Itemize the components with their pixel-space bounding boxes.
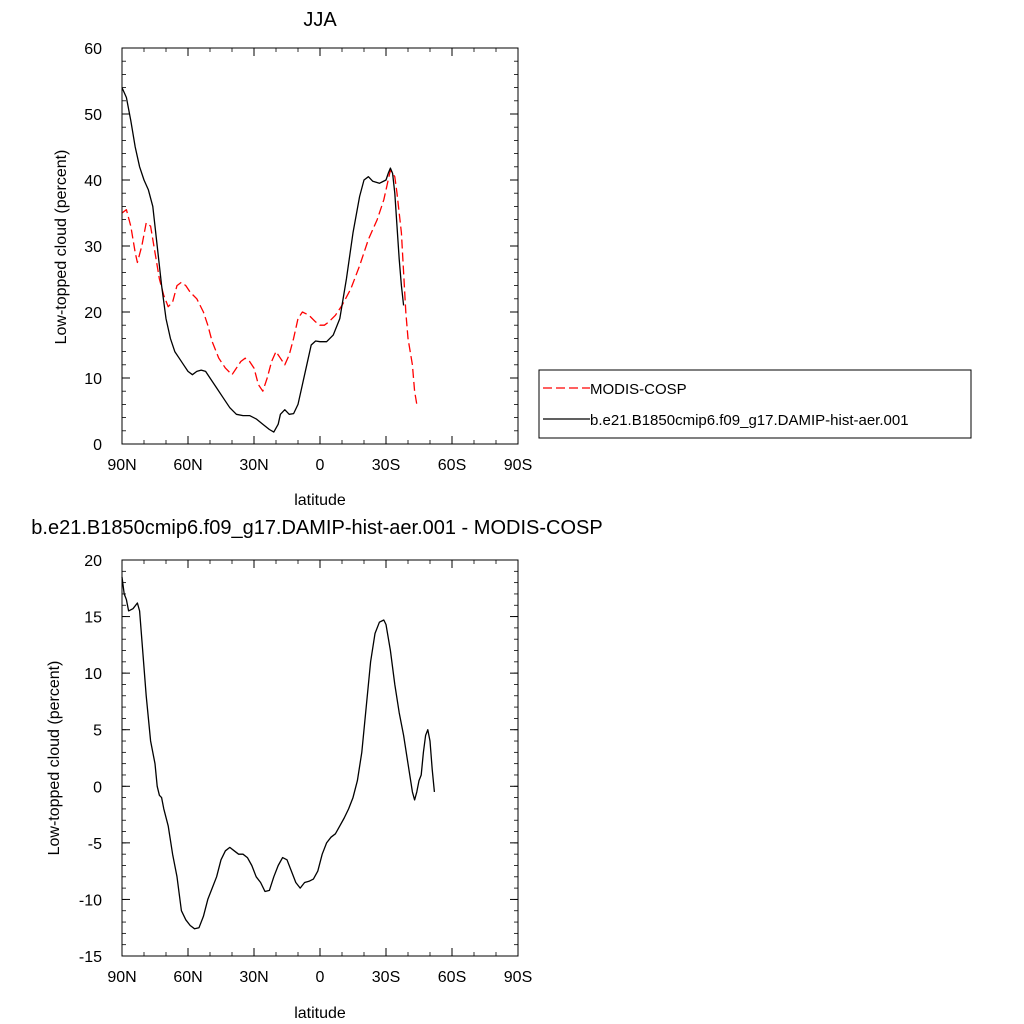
top-series-line-1 [121,87,405,433]
bottom-ytick-label: -10 [79,892,102,909]
legend-label-model: b.e21.B1850cmip6.f09_g17.DAMIP-hist-aer.… [590,412,909,429]
top-ytick-label: 40 [84,173,102,190]
top-xtick-label: 60N [173,457,202,474]
legend: MODIS-COSP b.e21.B1850cmip6.f09_g17.DAMI… [538,369,972,439]
bottom-title: b.e21.B1850cmip6.f09_g17.DAMIP-hist-aer.… [31,517,602,539]
top-axes-ticks: 90N 60N 30N 0 30S 60S 90S 0 10 20 30 40 50 60 [84,41,532,474]
top-ytick-label: 10 [84,371,102,388]
bottom-ytick-label: 10 [84,666,102,683]
legend-label-modis: MODIS-COSP [590,381,687,398]
bottom-ytick-label: 15 [84,610,102,627]
bottom-ytick-label: 5 [93,723,102,740]
bottom-ytick-label: 0 [93,779,102,796]
bottom-xtick-label: 90N [107,969,136,986]
top-xtick-label: 30N [239,457,268,474]
top-ytick-label: 50 [84,107,102,124]
top-series-lines [121,87,418,433]
bottom-series-lines [121,576,436,930]
bottom-xtick-label: 30S [372,969,400,986]
bottom-ylabel: Low-topped cloud (percent) [46,661,63,856]
top-xtick-label: 30S [372,457,400,474]
top-plot-frame [121,47,519,445]
bottom-panel: b.e21.B1850cmip6.f09_g17.DAMIP-hist-aer.… [31,517,602,1022]
bottom-xlabel: latitude [294,1005,346,1022]
bottom-axes-ticks: 90N 60N 30N 0 30S 60S 90S -15 -10 -5 0 5 10 15 20 [79,553,532,986]
top-xtick-label: 90N [107,457,136,474]
top-xtick-label: 90S [504,457,532,474]
top-ytick-label: 60 [84,41,102,58]
top-ytick-label: 30 [84,239,102,256]
top-xtick-label: 60S [438,457,466,474]
bottom-xtick-label: 30N [239,969,268,986]
bottom-ytick-label: 20 [84,553,102,570]
bottom-xtick-label: 60S [438,969,466,986]
bottom-xtick-label: 90S [504,969,532,986]
top-panel: JJA Low-topped cloud (percent) latitude … [53,9,532,509]
legend-box [538,369,972,439]
top-xtick-label: 0 [316,457,325,474]
bottom-series-line-0 [121,576,436,930]
bottom-xtick-label: 60N [173,969,202,986]
bottom-ytick-label: -5 [88,836,102,853]
bottom-xtick-label: 0 [316,969,325,986]
bottom-ytick-label: -15 [79,949,102,966]
top-series-line-0 [121,169,418,405]
top-ytick-label: 0 [93,437,102,454]
top-ytick-label: 20 [84,305,102,322]
top-ylabel: Low-topped cloud (percent) [53,150,70,345]
top-title: JJA [303,9,337,31]
top-xlabel: latitude [294,492,346,509]
bottom-plot-frame [121,559,519,957]
